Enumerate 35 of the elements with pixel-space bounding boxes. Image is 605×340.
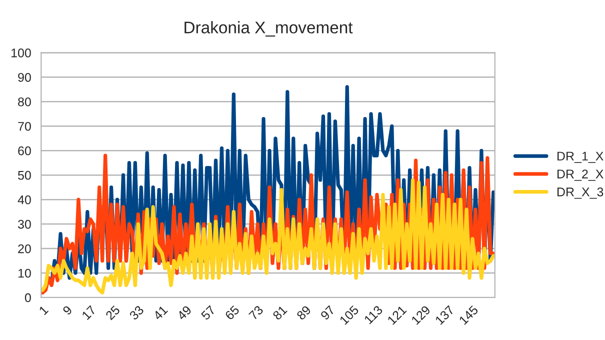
x-tick-label: 81 xyxy=(272,305,288,320)
y-tick-label: 10 xyxy=(18,268,31,278)
y-tick-label: 0 xyxy=(24,293,31,302)
x-tick-label: 137 xyxy=(434,305,455,326)
x-tick-label: 57 xyxy=(200,305,216,320)
y-tick-label: 80 xyxy=(18,97,31,106)
y-tick-label: 60 xyxy=(18,146,31,156)
chart-title: Drakonia X_movement xyxy=(184,21,353,37)
x-tick-label: 89 xyxy=(296,305,312,320)
x-tick-label: 145 xyxy=(458,305,479,326)
y-tick-label: 100 xyxy=(12,48,31,58)
legend-label: DR_X_3 xyxy=(557,188,604,199)
legend-label: DR_1_X xyxy=(557,152,604,163)
x-tick-label: 65 xyxy=(224,305,240,320)
x-tick-label: 49 xyxy=(176,305,192,321)
y-tick-label: 30 xyxy=(18,220,31,229)
legend-label: DR_2_X xyxy=(557,170,604,181)
y-tick-label: 20 xyxy=(18,244,31,254)
y-tick-label: 40 xyxy=(18,195,31,204)
y-tick-label: 90 xyxy=(18,72,31,82)
x-tick-label: 129 xyxy=(410,305,431,326)
x-tick-label: 105 xyxy=(339,305,360,326)
x-tick-label: 41 xyxy=(152,305,168,320)
line-series xyxy=(41,178,495,294)
x-tick-label: 1 xyxy=(38,305,49,316)
y-tick-label: 70 xyxy=(18,122,31,131)
x-tick-label: 9 xyxy=(62,305,73,316)
x-tick-label: 17 xyxy=(82,305,96,320)
y-tick-label: 50 xyxy=(18,170,31,180)
x-tick-label: 113 xyxy=(364,305,384,324)
x-tick-label: 25 xyxy=(105,305,120,320)
x-tick-label: 97 xyxy=(320,305,336,320)
x-tick-label: 73 xyxy=(248,305,264,320)
x-tick-label: 33 xyxy=(128,305,144,320)
x-tick-label: 121 xyxy=(387,305,407,325)
